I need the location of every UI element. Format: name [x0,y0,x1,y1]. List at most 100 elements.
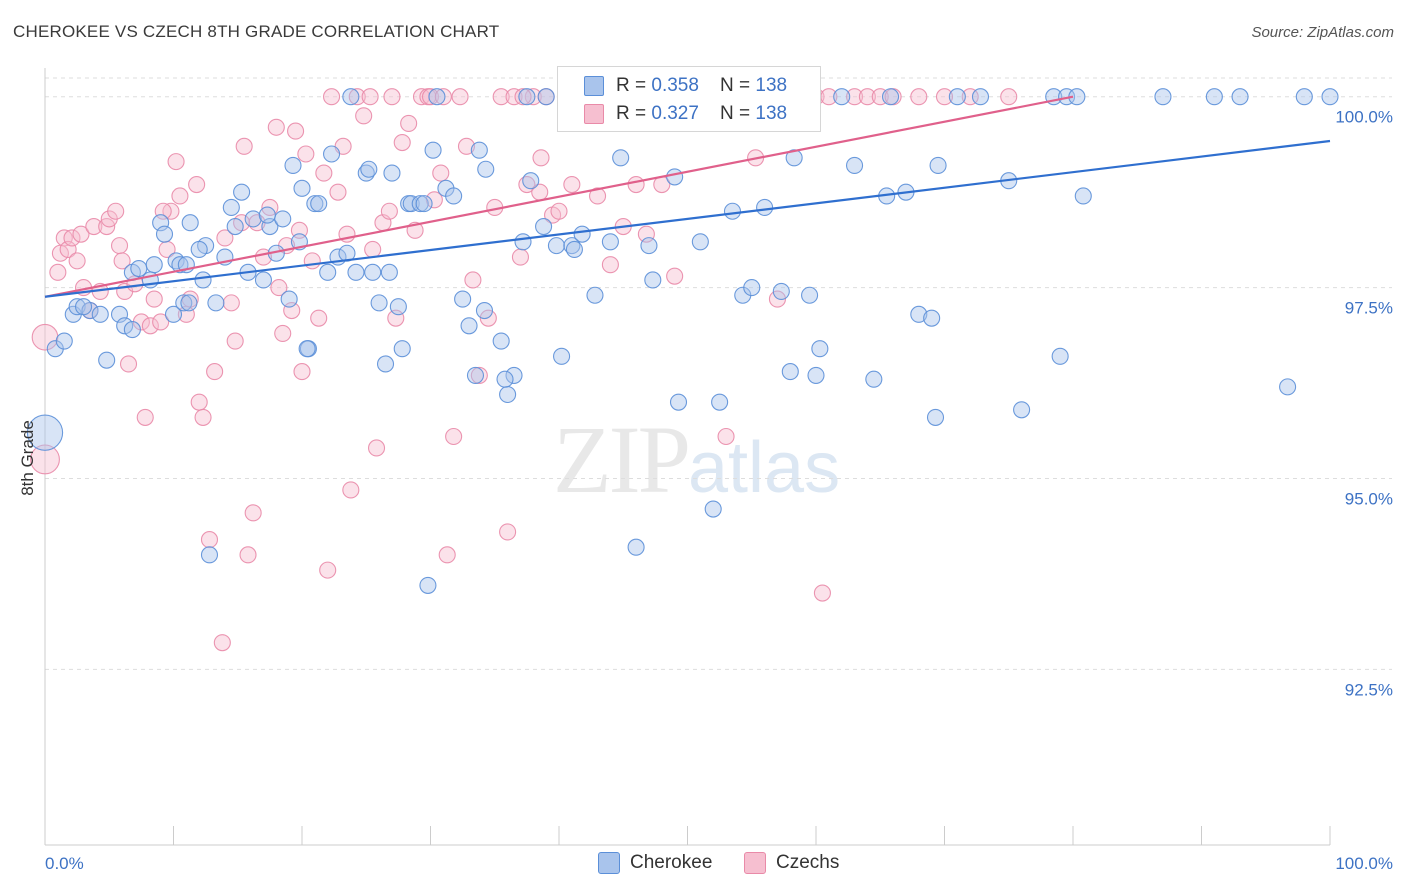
czech-point [479,309,497,327]
cherokee-point [123,321,141,339]
czech-point [871,88,889,106]
czech-point [270,279,288,297]
cherokee-trend-line [44,139,1331,298]
czech-point [563,175,581,194]
czech-point [367,439,386,457]
czech-point [244,504,262,522]
cherokee-point [492,332,510,350]
cherokee-point [547,237,565,255]
cherokee-point [807,366,825,384]
cherokee-point [233,183,251,201]
cherokee-point [306,195,324,213]
czech-point [588,187,607,205]
czech-point [136,408,154,426]
czech-point [434,88,452,106]
cherokee-point [1051,347,1069,365]
cherokee-point [785,149,803,167]
czech-point [329,183,347,201]
axes [44,68,1331,846]
czech-point [858,88,876,106]
cherokee-point [460,317,478,335]
czech-point [342,481,360,499]
czech-point [188,175,206,194]
cherokee-point [1013,401,1031,419]
cherokee-point [207,294,225,312]
czech-point [400,114,418,132]
legend-n-label: N = [720,75,756,96]
source-label: Source: ZipAtlas.com [1251,24,1394,41]
cherokee-point [704,500,722,518]
cherokee-point [535,217,553,236]
czech-point [72,225,90,243]
czech-point [49,263,67,281]
cherokee-point [666,168,684,186]
watermark: ZIPatlas [553,404,840,515]
bottom-legend-cherokee: Cherokee [598,852,712,874]
cherokee-point [477,160,495,178]
cherokee-point [627,538,645,556]
cherokee-point [553,347,571,365]
czech-point [113,252,131,270]
x-tick-label: 0.0% [45,854,84,873]
cherokee-point [640,237,658,255]
cherokee-point [164,305,183,323]
cherokee-point [644,271,662,289]
czech-point [470,366,488,384]
legend-n-value-czechs: 138 [755,103,788,124]
cherokee-point [445,187,463,205]
cherokee-point [454,290,472,308]
cherokee-point [393,340,411,358]
czech-point [206,363,224,381]
czech-point [171,187,189,205]
y-axis-label: 8th Grade [18,420,37,496]
czech-point [274,324,292,342]
cherokee-point [910,305,928,323]
cherokee-point [258,206,276,224]
cherokee-point [505,366,523,384]
cherokee-point [586,286,604,304]
czech-point [380,202,398,220]
czech-point [425,191,443,209]
legend-swatch-czechs [584,104,604,124]
legend-n-label: N = [720,103,756,124]
czech-point [432,164,450,182]
cherokee-point [323,145,341,163]
czech-point [293,363,311,381]
cherokee-point [274,210,292,228]
cherokee-point [573,225,591,243]
bottom-legend-label-czechs: Czechs [776,852,840,873]
czech-point [505,88,523,106]
cherokee-point [98,351,116,369]
cherokee-point [402,195,420,213]
cherokee-point [226,217,244,236]
cherokee-point [389,298,407,316]
cherokee-point [948,88,966,106]
czech-point [355,107,373,125]
cherokee-point [1205,88,1223,106]
czech-point [383,88,401,106]
cherokee-point [514,233,532,251]
cherokee-point [923,309,941,327]
y-tick-label: 97.5% [1345,299,1393,318]
czech-point [303,252,321,270]
chart-title: CHEROKEE VS CZECH 8TH GRADE CORRELATION … [13,22,500,41]
bottom-legend-swatch-cherokee [598,852,620,874]
y-tick-label: 100.0% [1335,108,1393,127]
czech-point [226,332,244,350]
czech-point [235,137,253,155]
cherokee-point [743,279,761,297]
czech-point [717,427,735,446]
cherokee-point [475,301,494,320]
cherokee-point [310,195,328,213]
y-tick-label: 92.5% [1345,680,1393,699]
czech-point [813,584,831,602]
cherokee-point [929,156,947,174]
cherokee-point [811,340,829,358]
cherokee-point [116,317,134,335]
cherokee-point [499,385,517,404]
legend: R = 0.358 N = 138 R = 0.327 N = 138 [557,66,821,132]
czech-point [287,122,305,140]
czech-point [393,133,411,152]
cherokee-point [380,263,398,281]
